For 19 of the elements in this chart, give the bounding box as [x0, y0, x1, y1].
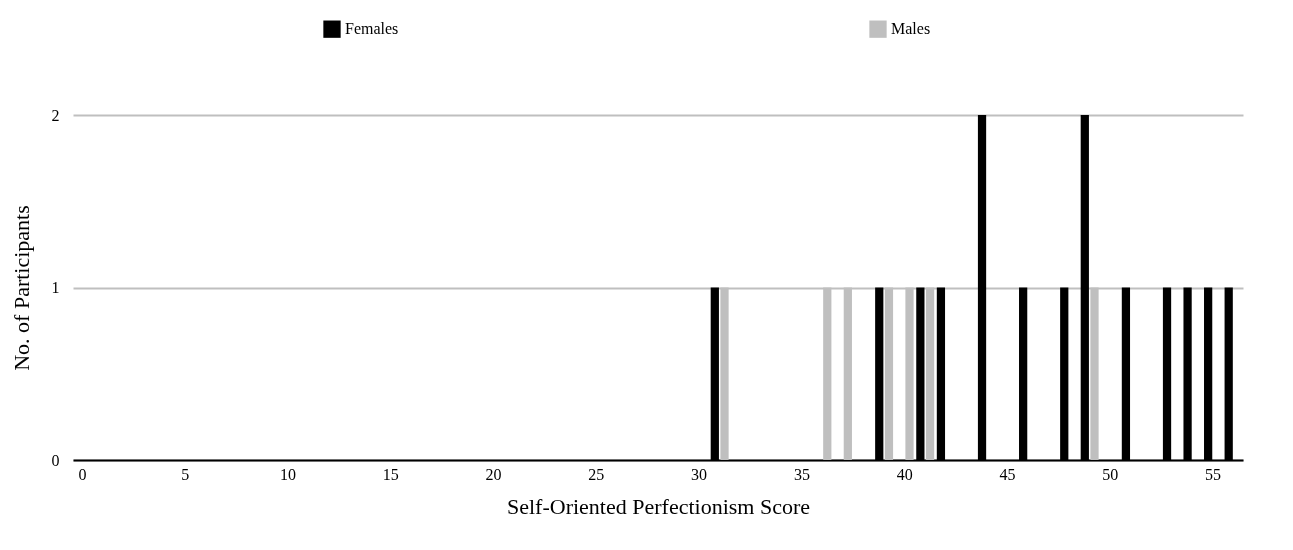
x-tick-label: 0	[78, 465, 87, 483]
x-tick-label: 45	[999, 465, 1016, 483]
x-tick-label: 35	[793, 465, 810, 483]
legend-label: Males	[891, 20, 931, 38]
x-tick-label: 30	[691, 465, 708, 483]
x-axis-title: Self-Oriented Perfectionism Score	[506, 493, 811, 519]
x-tick-label: 20	[485, 465, 502, 483]
x-tick-label: 10	[280, 465, 297, 483]
x-tick-label: 25	[588, 465, 605, 483]
x-tick-label: 5	[181, 465, 190, 483]
x-tick-label: 55	[1204, 465, 1221, 483]
y-tick-label: 0	[51, 451, 60, 469]
y-tick-label: 2	[51, 106, 60, 124]
x-tick-label: 50	[1102, 465, 1119, 483]
legend-label: Females	[345, 20, 399, 38]
y-tick-label: 1	[51, 279, 60, 296]
x-tick-label: 15	[382, 465, 399, 483]
x-tick-label: 40	[896, 465, 913, 483]
y-axis-title: No. of Participants	[8, 205, 34, 371]
